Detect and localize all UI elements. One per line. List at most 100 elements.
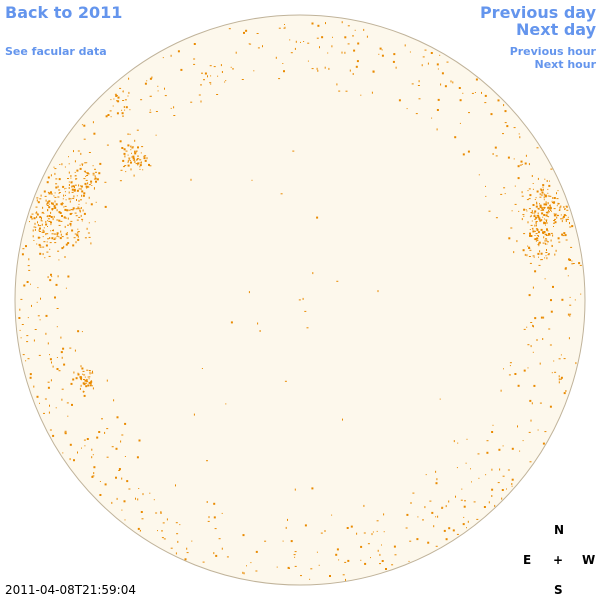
facula-mark: [379, 553, 381, 556]
facula-mark: [81, 379, 82, 381]
facula-mark: [131, 152, 132, 154]
facula-mark: [22, 354, 25, 356]
facula-mark: [69, 213, 72, 215]
facula-mark: [554, 221, 557, 224]
facula-mark: [95, 180, 97, 183]
facula-mark: [331, 514, 333, 516]
facula-mark: [456, 467, 458, 469]
facula-mark: [201, 72, 203, 74]
facula-mark: [243, 31, 245, 34]
facula-mark: [530, 214, 532, 217]
facula-mark: [502, 475, 505, 477]
next-day-link[interactable]: Next day: [516, 20, 596, 39]
facula-mark: [523, 208, 526, 211]
facula-mark: [371, 533, 373, 536]
facula-mark: [257, 322, 259, 325]
facula-mark: [64, 217, 67, 219]
facula-mark: [64, 191, 66, 193]
facula-mark: [521, 195, 524, 197]
facula-mark: [552, 202, 555, 204]
facula-mark: [47, 218, 50, 220]
facula-mark: [553, 222, 555, 224]
facula-mark: [569, 296, 571, 298]
facula-mark: [549, 211, 550, 213]
facula-mark: [543, 236, 545, 239]
facula-mark: [475, 78, 478, 81]
next-hour-link[interactable]: Next hour: [534, 58, 597, 71]
facula-mark: [124, 109, 126, 111]
facula-mark: [537, 231, 540, 234]
facula-mark: [39, 402, 40, 404]
facula-mark: [433, 525, 435, 528]
facula-mark: [516, 240, 518, 243]
facula-mark: [70, 181, 73, 184]
facula-mark: [53, 205, 56, 208]
facula-mark: [37, 224, 39, 227]
facula-mark: [569, 314, 571, 317]
facula-mark: [508, 374, 511, 376]
back-to-year-link[interactable]: Back to 2011: [5, 3, 123, 22]
facula-mark: [53, 239, 56, 240]
facula-mark: [448, 527, 451, 530]
facula-mark: [415, 113, 418, 115]
facula-mark: [571, 225, 574, 228]
facula-mark: [336, 548, 339, 551]
facula-mark: [89, 376, 91, 378]
facula-mark: [166, 518, 168, 521]
facula-mark: [54, 296, 56, 299]
previous-hour-link[interactable]: Previous hour: [509, 45, 596, 58]
facula-mark: [48, 255, 51, 257]
facula-mark: [564, 267, 567, 270]
facula-mark: [46, 205, 49, 206]
facula-mark: [209, 82, 212, 84]
facula-mark: [68, 181, 70, 183]
facula-mark: [539, 250, 541, 253]
facula-mark: [122, 100, 125, 101]
facula-mark: [545, 224, 546, 226]
see-facular-data-link[interactable]: See facular data: [5, 45, 107, 58]
facula-mark: [105, 115, 108, 118]
facula-mark: [67, 415, 69, 417]
facula-mark: [383, 513, 385, 516]
facula-mark: [142, 493, 144, 496]
facula-mark: [539, 362, 541, 365]
facula-mark: [522, 249, 525, 252]
facula-mark: [123, 148, 126, 151]
facula-mark: [542, 206, 544, 209]
facula-mark: [565, 390, 567, 392]
facula-mark: [57, 196, 60, 198]
facula-mark: [249, 43, 252, 45]
facula-mark: [71, 209, 74, 211]
facula-mark: [170, 547, 173, 549]
facula-mark: [466, 438, 468, 440]
facula-mark: [83, 374, 86, 376]
facula-mark: [533, 215, 536, 218]
facula-mark: [478, 477, 480, 479]
facula-mark: [538, 245, 540, 247]
facula-mark: [139, 162, 141, 164]
facula-mark: [221, 512, 223, 514]
facula-mark: [36, 395, 39, 398]
facula-mark: [555, 249, 557, 252]
facula-mark: [71, 229, 74, 232]
previous-day-link[interactable]: Previous day: [479, 3, 596, 22]
facula-mark: [549, 195, 552, 197]
facula-mark: [549, 204, 551, 207]
facula-mark: [501, 489, 504, 491]
facula-mark: [92, 387, 94, 390]
facula-mark: [213, 66, 216, 68]
facula-mark: [121, 112, 124, 115]
facula-mark: [121, 109, 123, 111]
facula-mark: [61, 202, 63, 204]
facula-mark: [85, 179, 88, 181]
facula-mark: [121, 147, 124, 149]
facula-mark: [498, 448, 501, 451]
facula-mark: [72, 185, 75, 187]
facula-mark: [92, 121, 94, 124]
facula-mark: [316, 551, 318, 553]
facula-mark: [416, 538, 419, 541]
facula-mark: [77, 238, 80, 241]
facula-mark: [377, 290, 379, 293]
facula-mark: [394, 554, 397, 556]
facula-mark: [66, 237, 69, 239]
